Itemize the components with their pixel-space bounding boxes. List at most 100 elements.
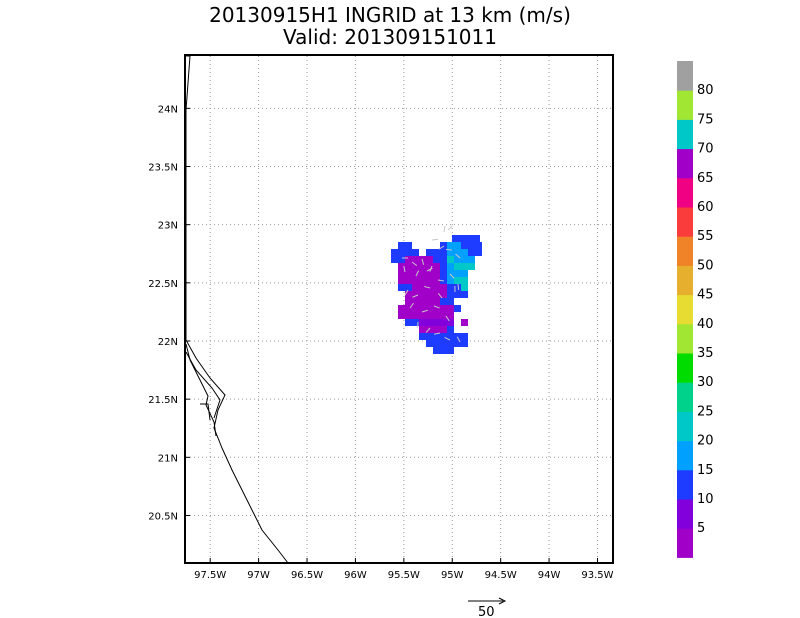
wind-cell-row [447, 249, 468, 256]
wind-cell-row [440, 298, 454, 305]
wind-cell-row [454, 277, 468, 284]
colorbar-swatch [677, 469, 693, 500]
colorbar-swatch [677, 236, 693, 266]
wind-speed-cells [391, 235, 482, 354]
wind-vector [434, 332, 441, 335]
lat-lon-grid [186, 56, 612, 562]
colorbar-swatch [677, 119, 693, 150]
wind-cell-row [461, 284, 468, 291]
lat-tick-label: 23N [158, 221, 178, 232]
wind-vector [445, 248, 453, 251]
wind-vector [403, 266, 406, 273]
lon-tick-label: 97W [247, 570, 270, 581]
colorbar-label: 10 [697, 492, 714, 507]
colorbar-swatch [677, 61, 693, 91]
colorbar-label: 75 [697, 112, 714, 127]
colorbar-label: 5 [697, 521, 705, 536]
wind-cell-row [419, 326, 447, 333]
colorbar-label: 80 [697, 83, 714, 98]
colorbar-label: 55 [697, 229, 714, 244]
wind-cell-row [454, 256, 468, 263]
wind-cell-row [405, 256, 433, 263]
lat-tick-label: 24N [158, 104, 178, 115]
colorbar-swatch [677, 499, 693, 529]
colorbar-label: 35 [697, 346, 714, 361]
wind-vector [431, 238, 439, 241]
colorbar: 5 10 15 20 25 30 35 40 45 50 55 60 65 70 75 80 [677, 61, 714, 558]
lat-tick-label: 21.5N [148, 395, 178, 406]
wind-vector [438, 245, 445, 250]
map-frame [184, 54, 614, 564]
wind-vector [412, 294, 419, 298]
colorbar-label: 60 [697, 200, 714, 215]
wind-cell-row [391, 249, 419, 256]
wind-cell-row [433, 256, 447, 263]
wind-vector [437, 279, 444, 282]
lat-tick-label: 20.5N [148, 511, 178, 522]
lon-tick-label: 96.5W [291, 570, 323, 581]
wind-vector [421, 258, 425, 265]
wind-cell-row [454, 263, 475, 270]
coastline-line-mid [185, 351, 221, 419]
wind-cell-row [419, 333, 461, 340]
wind-vector [415, 270, 420, 277]
coastline [185, 55, 289, 564]
wind-cell-row [447, 242, 461, 249]
wind-vector [456, 336, 461, 343]
wind-vectors [402, 225, 461, 343]
colorbar-label: 25 [697, 404, 714, 419]
wind-vector [449, 273, 455, 279]
colorbar-swatch [677, 353, 693, 383]
wind-cell-row [447, 284, 461, 291]
wind-cell-row [398, 284, 412, 291]
wind-cell-row [405, 298, 440, 305]
colorbar-swatch [677, 90, 693, 120]
wind-vector [421, 309, 428, 313]
lat-tick-label: 22.5N [148, 279, 178, 290]
colorbar-swatch [677, 440, 693, 471]
wind-cell-row [398, 305, 454, 312]
wind-cell-row [405, 291, 447, 298]
colorbar-swatch [677, 323, 693, 354]
wind-vector [411, 261, 418, 267]
colorbar-label: 70 [697, 142, 714, 157]
lon-tick-label: 97.5W [194, 570, 226, 581]
longitude-tick-labels: 97.5W 97W 96.5W 96W 95.5W 95W 94.5W 94W 93.5W [194, 570, 614, 581]
wind-vector [443, 225, 446, 233]
colorbar-label: 40 [697, 317, 714, 332]
lon-tick-label: 94W [538, 570, 561, 581]
colorbar-label: 65 [697, 171, 714, 186]
colorbar-label: 50 [697, 258, 714, 273]
reference-vector: 50 [468, 597, 507, 618]
wind-vector [433, 305, 440, 309]
lat-tick-label: 23.5N [148, 163, 178, 174]
coastline-line-inner [185, 343, 217, 437]
wind-vector [424, 285, 431, 289]
wind-cell-row [461, 270, 468, 277]
colorbar-swatch [677, 528, 693, 558]
wind-vector [455, 253, 461, 259]
map-title: 20130915H1 INGRID at 13 km (m/s) [209, 3, 571, 27]
wind-cell-row [447, 270, 461, 277]
colorbar-label: 15 [697, 463, 714, 478]
wind-cell-row [412, 312, 454, 319]
lon-tick-label: 96W [344, 570, 367, 581]
lon-tick-label: 95.5W [388, 570, 420, 581]
wind-cell-row [447, 326, 454, 333]
wind-cell-row [452, 235, 480, 242]
wind-cell-row [391, 256, 405, 263]
colorbar-swatch [677, 294, 693, 325]
lat-tick-label: 21N [158, 453, 178, 464]
wind-vector [426, 267, 433, 272]
lon-tick-label: 93.5W [581, 570, 613, 581]
wind-cell-row [468, 256, 475, 263]
reference-vector-label: 50 [478, 605, 495, 618]
wind-vector [404, 289, 409, 296]
lon-tick-label: 95W [441, 570, 464, 581]
wind-vector [425, 327, 431, 333]
wind-cell-row [461, 319, 468, 326]
colorbar-swatch [677, 177, 693, 208]
wind-cell-row [398, 312, 412, 319]
wind-cell-row [398, 277, 440, 284]
